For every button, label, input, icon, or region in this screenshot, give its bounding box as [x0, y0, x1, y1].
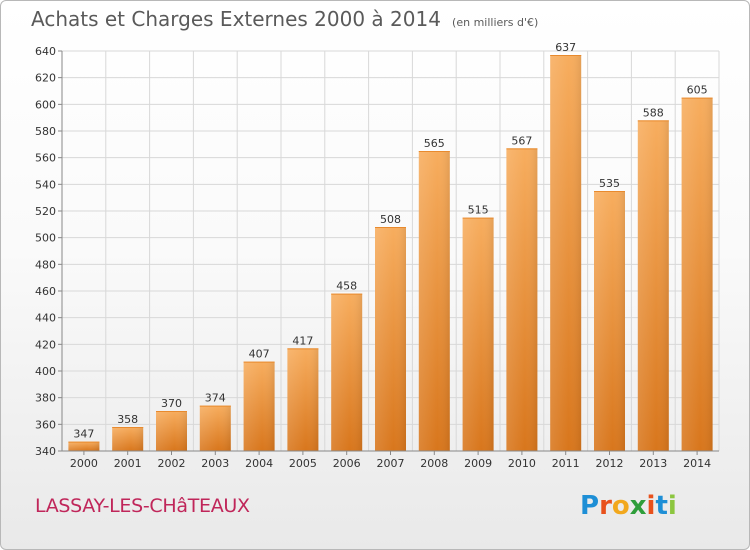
x-tick-label: 2008 — [420, 457, 448, 470]
bar-shade — [375, 227, 406, 451]
chart-subtitle: (en milliers d'€) — [452, 16, 539, 29]
bar-shade — [243, 361, 275, 451]
bar-shade — [506, 148, 538, 452]
x-tick-label: 2013 — [639, 457, 667, 470]
x-tick-label: 2012 — [596, 457, 624, 470]
x-tick-label: 2000 — [70, 457, 98, 470]
x-tick-label: 2002 — [158, 457, 186, 470]
x-tick-label: 2010 — [508, 457, 536, 470]
bar-value-label: 508 — [380, 213, 401, 226]
x-tick-label: 2005 — [289, 457, 317, 470]
y-tick-label: 600 — [35, 98, 56, 111]
y-tick-label: 400 — [35, 365, 56, 378]
x-tick-label: 2009 — [464, 457, 492, 470]
bar-value-label: 567 — [511, 134, 532, 147]
bar-shade — [550, 55, 582, 451]
y-tick-label: 560 — [35, 152, 56, 165]
bar-shade — [156, 411, 187, 451]
y-tick-label: 360 — [35, 418, 56, 431]
bar-value-label: 535 — [599, 177, 620, 190]
place-name: LASSAY-LES-CHâTEAUX — [35, 495, 250, 517]
proxiti-logo: Proxiti — [580, 491, 677, 521]
x-tick-label: 2007 — [377, 457, 405, 470]
logo-letter: r — [599, 491, 612, 521]
x-tick-label: 2011 — [552, 457, 580, 470]
y-tick-label: 380 — [35, 392, 56, 405]
bar-shade — [112, 427, 144, 451]
bar-value-label: 347 — [73, 428, 94, 441]
logo-letter: x — [629, 491, 647, 521]
y-tick-label: 500 — [35, 232, 56, 245]
chart-title-row: Achats et Charges Externes 2000 à 2014 (… — [31, 7, 538, 31]
bar-value-label: 417 — [292, 334, 313, 347]
y-tick-label: 640 — [35, 45, 56, 58]
bar-value-label: 588 — [643, 106, 664, 119]
axes: 340 360 380 400 420 440 460 480 500 520 540 560 580 6… — [35, 45, 719, 470]
y-tick-label: 540 — [35, 178, 56, 191]
y-tick-label: 480 — [35, 258, 56, 271]
bar-shade — [331, 293, 363, 451]
bar-shade — [287, 348, 319, 451]
x-tick-label: 2003 — [201, 457, 229, 470]
bar-value-label: 605 — [687, 84, 708, 97]
bar-shade — [462, 217, 494, 451]
bar-value-label: 515 — [468, 204, 489, 217]
logo-letter: i — [646, 491, 656, 521]
bar-shade — [594, 191, 625, 451]
logo-letter: P — [580, 491, 600, 521]
y-tick-label: 580 — [35, 125, 56, 138]
logo-letter: o — [611, 491, 630, 521]
bars: 347 358 370 374 407 417 458 508 565 515 567 637 535 5… — [68, 41, 713, 452]
y-tick-label: 520 — [35, 205, 56, 218]
y-tick-label: 460 — [35, 285, 56, 298]
x-tick-label: 2001 — [114, 457, 142, 470]
bar-value-label: 458 — [336, 280, 357, 293]
bar-shade — [199, 405, 231, 451]
x-tick-label: 2006 — [333, 457, 361, 470]
bar-shade — [637, 120, 669, 451]
x-tick-label: 2004 — [245, 457, 273, 470]
bar-value-label: 565 — [424, 137, 445, 150]
x-tick-label: 2014 — [683, 457, 711, 470]
logo-letter: i — [667, 491, 677, 521]
y-tick-label: 620 — [35, 72, 56, 85]
bar-shade — [418, 151, 450, 451]
bar-shade — [681, 97, 713, 452]
y-tick-label: 340 — [35, 445, 56, 458]
bar-value-label: 637 — [555, 41, 576, 54]
y-tick-label: 440 — [35, 312, 56, 325]
bar-value-label: 358 — [117, 413, 138, 426]
chart-title: Achats et Charges Externes 2000 à 2014 — [31, 7, 441, 31]
bar-value-label: 374 — [205, 392, 226, 405]
y-tick-label: 420 — [35, 338, 56, 351]
bar-shade — [68, 441, 100, 451]
bar-value-label: 370 — [161, 397, 182, 410]
logo-letter: t — [655, 491, 668, 521]
bar-value-label: 407 — [249, 348, 270, 361]
